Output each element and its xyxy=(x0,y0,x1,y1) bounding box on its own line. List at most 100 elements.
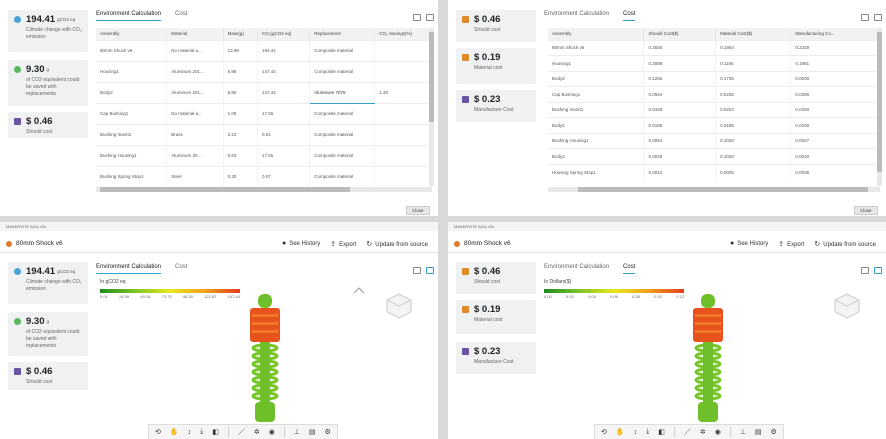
camera-icon[interactable]: ◧ xyxy=(658,429,665,436)
column-header[interactable]: Material xyxy=(166,28,224,40)
measure-icon[interactable]: ／ xyxy=(237,429,245,436)
settings-icon[interactable]: ⚙ xyxy=(770,429,777,436)
table-view-icon[interactable] xyxy=(413,267,421,274)
legend-tick: 0.01 xyxy=(100,294,108,299)
table-row[interactable]: Body2 0.1256 0.1736 0.0030 xyxy=(548,70,880,87)
table-cell: 0.0054 xyxy=(643,132,717,149)
3d-view-icon[interactable] xyxy=(426,267,434,274)
table-cell: Composite material xyxy=(309,123,376,145)
leaf-icon xyxy=(14,66,21,73)
see-history-button[interactable]: ● See History xyxy=(281,240,321,247)
3d-view-icon[interactable] xyxy=(874,14,882,21)
table-view-icon[interactable] xyxy=(861,14,869,21)
table-row[interactable]: Housing1 Aluminum 201... 6.86 147.44 Composi… xyxy=(96,60,432,82)
orbit-icon[interactable]: ⟲ xyxy=(601,429,607,436)
table-view-icon[interactable] xyxy=(413,14,421,21)
home-view-icon[interactable] xyxy=(353,286,365,294)
table-cell: Body1 xyxy=(548,117,645,133)
section-icon[interactable]: ◉ xyxy=(268,429,275,436)
table-row[interactable]: Housing1 0.3089 0.1195 0.1981 xyxy=(548,55,880,71)
close-button[interactable]: Close xyxy=(406,206,430,215)
table-row[interactable]: Bushing Housing1 0.0054 0.1020 0.0027 xyxy=(548,132,880,149)
properties-icon[interactable]: ▤ xyxy=(754,429,762,436)
table-row[interactable]: 80mm Shock v6 No material a... 13.98 194.41… xyxy=(96,39,432,61)
viewer-toolbar: ⟲ ✋ ↕ ⤓ ◧ ／ ✲ ◉ ⊥ ▤ ⚙ xyxy=(148,424,338,439)
table-row[interactable]: Cap Bushing1 0.0564 0.0235 0.0289 xyxy=(548,86,880,102)
legend-tick: 0.10 xyxy=(654,294,662,299)
vertical-scrollbar[interactable] xyxy=(429,28,434,186)
legend-gradient xyxy=(100,289,240,293)
orbit-icon[interactable]: ⟲ xyxy=(155,429,161,436)
view-cube-icon[interactable] xyxy=(385,292,413,320)
table-row[interactable]: Body1 0.0185 0.0185 0.0100 xyxy=(548,117,880,133)
zoom-icon[interactable]: ↕ xyxy=(187,428,192,436)
column-header[interactable]: CO₂(gCO2 eq) xyxy=(257,28,311,40)
fit-icon[interactable]: ⤓ xyxy=(646,428,650,435)
material-icon xyxy=(462,306,469,313)
close-button[interactable]: Close xyxy=(854,206,878,215)
tab-environment[interactable]: Environment Calculation xyxy=(544,264,610,270)
explode-icon[interactable]: ✲ xyxy=(699,429,706,436)
horizontal-scrollbar[interactable] xyxy=(96,187,432,192)
column-header[interactable]: Manufacturing Co... xyxy=(790,28,880,40)
table-row[interactable]: Bushing Insert1 0.0448 0.0203 0.0250 xyxy=(548,101,880,118)
tab-cost[interactable]: Cost xyxy=(623,11,636,21)
column-header[interactable]: Replacement xyxy=(309,28,376,40)
table-row[interactable]: Bushing Insert1 Brass 0.22 0.01 Composite ma… xyxy=(96,123,432,145)
column-header[interactable]: Should Cost($) xyxy=(643,28,717,40)
table-row[interactable]: Body3 0.0025 0.1020 0.0030 xyxy=(548,148,880,164)
update-button[interactable]: ↻ Update from source xyxy=(366,241,428,248)
table-cell: Composite material xyxy=(309,144,376,166)
fit-icon[interactable]: ⤓ xyxy=(200,428,204,435)
column-header[interactable]: CO₂ Savings(%) xyxy=(374,28,432,40)
tab-cost[interactable]: Cost xyxy=(175,264,188,270)
pan-icon[interactable]: ✋ xyxy=(615,429,625,436)
horizontal-scrollbar[interactable] xyxy=(548,187,880,192)
3d-view-icon[interactable] xyxy=(426,14,434,21)
column-header[interactable]: Material Cost($) xyxy=(715,28,792,40)
settings-icon[interactable]: ⚙ xyxy=(324,429,331,436)
section-icon[interactable]: ◉ xyxy=(714,429,721,436)
vertical-scrollbar[interactable] xyxy=(877,28,882,186)
tab-environment[interactable]: Environment Calculation xyxy=(96,11,162,21)
table-row[interactable]: Body2 Aluminum 201... 6.86 147.44 Aluminum 7… xyxy=(96,81,432,104)
zoom-icon[interactable]: ↕ xyxy=(633,428,638,436)
measure-icon[interactable]: ／ xyxy=(683,429,691,436)
tab-environment[interactable]: Environment Calculation xyxy=(544,11,610,17)
export-icon: ⇪ xyxy=(330,241,337,248)
column-header[interactable]: Mass(g) xyxy=(223,28,258,40)
update-button[interactable]: ↻ Update from source xyxy=(814,241,876,248)
model-browser-icon[interactable]: ⊥ xyxy=(293,429,300,436)
history-icon: ● xyxy=(729,240,735,247)
camera-icon[interactable]: ◧ xyxy=(212,429,219,436)
table-cell: Aluminum 201... xyxy=(166,81,224,103)
pan-icon[interactable]: ✋ xyxy=(169,429,179,436)
properties-icon[interactable]: ▤ xyxy=(308,429,316,436)
table-view-icon[interactable] xyxy=(861,267,869,274)
tab-cost[interactable]: Cost xyxy=(623,264,636,274)
export-button[interactable]: ⇪ Export xyxy=(778,241,805,248)
shock-absorber-model[interactable] xyxy=(240,292,290,432)
tab-cost[interactable]: Cost xyxy=(175,11,188,17)
table-cell: Body2 xyxy=(96,81,168,103)
table-row[interactable]: Housing Spring Stop1 0.0012 0.0005 0.0036 xyxy=(548,163,880,180)
table-row[interactable]: Cap Bushing1 No material a... 1.06 17.55 Com… xyxy=(96,102,432,124)
table-row[interactable]: Bushing Housing1 Aluminum 30... 0.83 17.55 C… xyxy=(96,144,432,166)
export-button[interactable]: ⇪ Export xyxy=(330,241,357,248)
table-row[interactable]: Bushing Spring Stop1 Steel 0.20 0.07 Composi… xyxy=(96,165,432,187)
tab-environment[interactable]: Environment Calculation xyxy=(96,264,162,274)
3d-view-icon[interactable] xyxy=(874,267,882,274)
view-cube-icon[interactable] xyxy=(833,292,861,320)
explode-icon[interactable]: ✲ xyxy=(253,429,260,436)
model-browser-icon[interactable]: ⊥ xyxy=(739,429,746,436)
table-cell: 0.0025 xyxy=(643,148,717,164)
table-cell: Bushing Housing1 xyxy=(96,144,168,166)
column-header[interactable]: Assembly xyxy=(96,28,168,40)
table-cell: 0.0250 xyxy=(790,101,880,118)
table-row[interactable]: 80mm Shock v6 0.4555 0.1864 0.2329 xyxy=(548,39,880,56)
see-history-button[interactable]: ● See History xyxy=(729,240,769,247)
column-header[interactable]: Assembly xyxy=(548,28,645,40)
shock-absorber-model[interactable] xyxy=(683,292,733,432)
export-icon: ⇪ xyxy=(778,241,785,248)
table-cell: 17.55 xyxy=(257,144,311,166)
